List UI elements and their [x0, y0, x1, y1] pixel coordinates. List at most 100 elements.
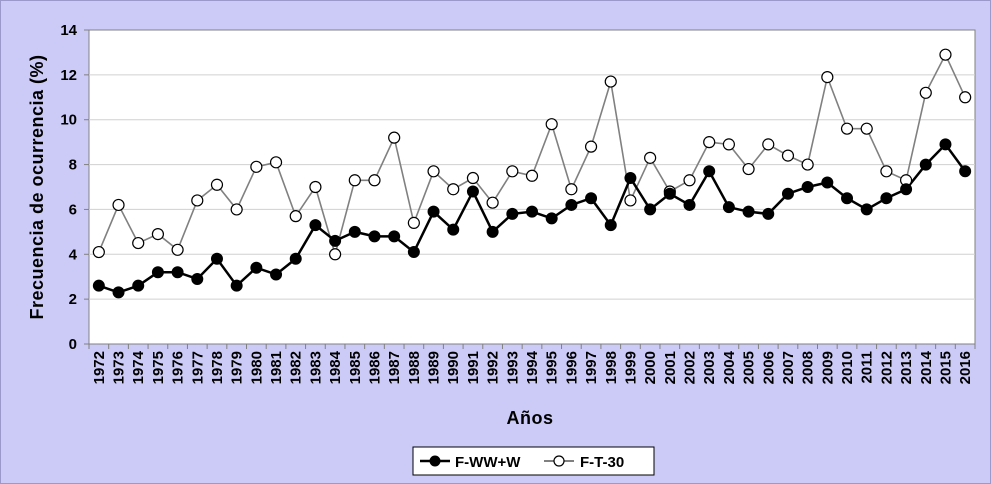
data-point — [604, 219, 617, 232]
data-point — [762, 207, 775, 220]
data-point — [250, 160, 263, 173]
x-tick-label: 1972 — [91, 351, 108, 384]
x-tick-label: 1985 — [347, 351, 364, 384]
data-point — [112, 198, 125, 212]
data-point — [171, 243, 184, 256]
legend: F-WW+W F-T-30 — [412, 446, 655, 476]
data-point — [151, 266, 164, 279]
data-point — [270, 268, 283, 281]
legend-marker-f-t-30 — [553, 455, 565, 467]
data-point — [447, 183, 460, 196]
data-point — [860, 122, 873, 135]
data-point — [486, 225, 499, 238]
data-point — [388, 230, 401, 243]
x-tick-label: 2000 — [642, 351, 659, 384]
data-point — [722, 138, 735, 151]
data-point — [407, 246, 420, 259]
legend-marker-f-ww-w — [429, 455, 441, 467]
x-tick-label: 1995 — [544, 351, 561, 384]
data-point — [880, 165, 893, 178]
x-tick-label: 1987 — [386, 351, 403, 384]
x-tick-label: 1989 — [426, 351, 443, 384]
x-tick-label: 1988 — [406, 351, 423, 384]
data-point — [585, 192, 598, 205]
x-tick-label: 1998 — [603, 351, 620, 384]
data-point — [801, 181, 814, 193]
x-tick-label: 2008 — [800, 351, 817, 384]
data-point — [368, 174, 381, 187]
data-point — [722, 201, 735, 214]
x-tick-label: 2001 — [662, 351, 679, 384]
data-point — [781, 187, 794, 200]
data-point — [466, 185, 479, 198]
data-point — [289, 210, 302, 223]
x-axis-ticks: 1972 1973 1974 1975 1976 1977 1978 1979 1980 1981… — [88, 344, 976, 384]
data-point — [565, 198, 578, 211]
data-point — [348, 174, 361, 187]
data-point — [801, 158, 814, 171]
data-point — [683, 198, 696, 211]
data-point — [900, 183, 913, 196]
data-point — [781, 149, 795, 162]
data-point — [309, 180, 322, 194]
x-tick-label: 1979 — [229, 351, 246, 384]
data-point — [486, 196, 499, 209]
x-tick-label: 1975 — [150, 351, 167, 384]
x-tick-label: 1976 — [170, 351, 187, 384]
x-tick-label: 1982 — [288, 351, 305, 384]
x-tick-label: 2002 — [682, 351, 699, 384]
data-point — [919, 86, 932, 99]
x-tick-label: 1986 — [366, 351, 383, 384]
data-point — [466, 171, 480, 185]
x-tick-label: 1999 — [622, 351, 639, 384]
x-tick-label: 1980 — [248, 351, 265, 384]
legend-label-f-t-30: F-T-30 — [580, 454, 624, 471]
data-point — [191, 272, 204, 285]
data-point — [151, 228, 165, 241]
data-point — [112, 286, 125, 299]
x-tick-label: 1981 — [268, 351, 285, 384]
data-point — [919, 158, 932, 171]
data-point — [309, 219, 322, 232]
x-tick-label: 2012 — [878, 351, 895, 384]
data-point — [545, 118, 558, 131]
series-layer — [92, 48, 972, 299]
data-point — [703, 136, 716, 149]
data-point — [880, 192, 893, 205]
data-point — [860, 203, 873, 216]
data-point — [939, 138, 952, 151]
data-point — [230, 203, 243, 216]
x-tick-label: 1990 — [445, 351, 462, 384]
data-point — [644, 151, 657, 164]
x-tick-label: 1984 — [327, 350, 344, 384]
data-point — [525, 169, 539, 182]
x-tick-label: 1996 — [563, 351, 580, 384]
x-tick-label: 1983 — [307, 351, 324, 384]
x-tick-label: 2015 — [937, 351, 954, 384]
y-tick-label: 12 — [60, 67, 77, 84]
data-point — [584, 140, 598, 153]
data-point — [644, 203, 657, 216]
x-tick-label: 1978 — [209, 351, 226, 384]
x-tick-label: 2005 — [741, 351, 758, 384]
data-point — [663, 187, 676, 200]
data-point — [565, 183, 578, 196]
data-point — [624, 172, 637, 185]
data-point — [742, 162, 755, 176]
data-point — [742, 205, 755, 218]
data-point — [269, 156, 283, 169]
data-point — [407, 216, 420, 229]
x-tick-label: 2003 — [701, 351, 718, 384]
data-point — [427, 205, 440, 218]
data-point — [703, 165, 716, 178]
x-tick-label: 2009 — [819, 351, 836, 384]
x-tick-label: 2007 — [780, 351, 797, 384]
data-point — [447, 223, 460, 236]
data-point — [171, 266, 184, 279]
data-point — [368, 230, 381, 243]
x-tick-label: 2014 — [918, 350, 935, 384]
data-point — [348, 225, 361, 238]
data-point — [821, 70, 834, 84]
x-tick-label: 1991 — [465, 351, 482, 384]
x-tick-label: 2004 — [721, 350, 738, 384]
